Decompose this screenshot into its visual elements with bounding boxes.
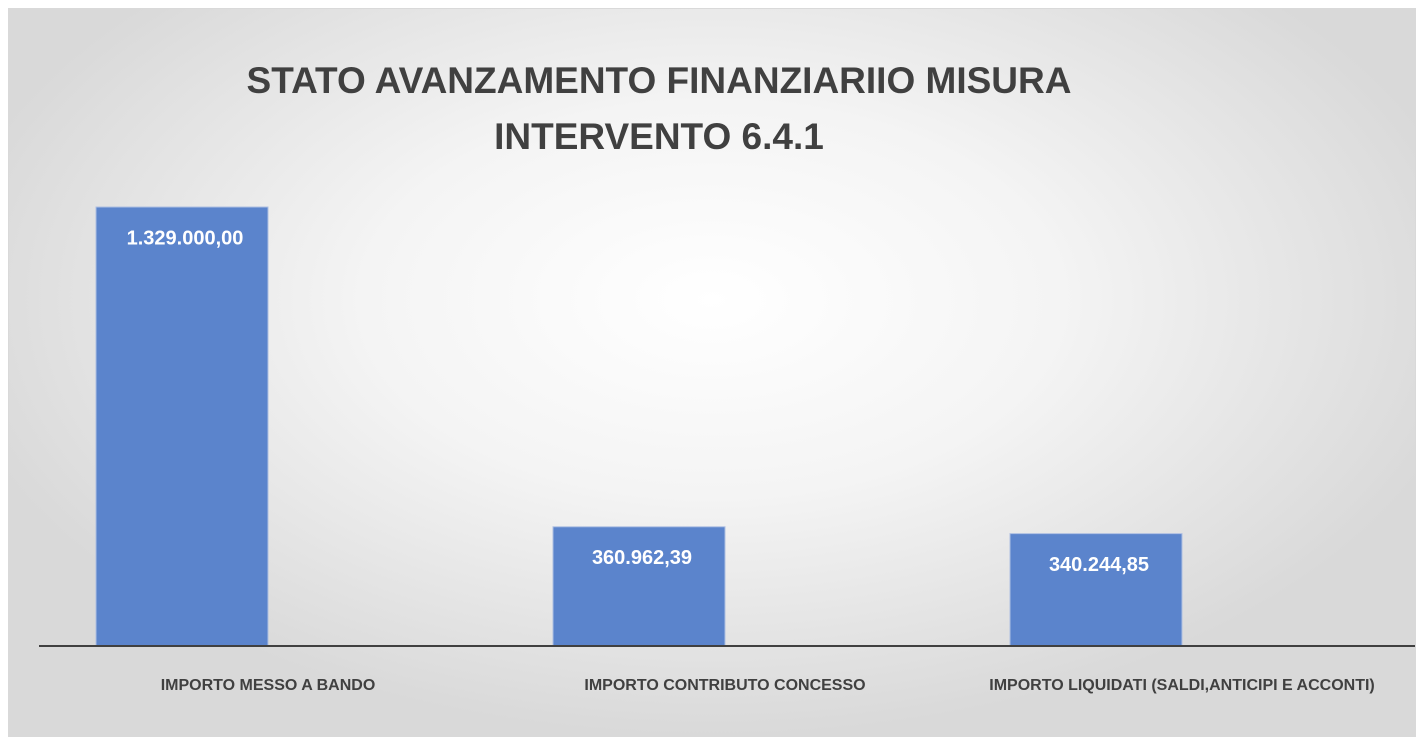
chart: 1.329.000,00 360.962,39 340.244,85 STATO A…: [8, 8, 1416, 737]
bar: [552, 526, 726, 647]
data-label: 1.329.000,00: [127, 227, 244, 249]
chart-title: STATO AVANZAMENTO FINANZIARIIO MISURA IN…: [246, 60, 1072, 157]
bar: [1009, 533, 1183, 647]
plot-area: 1.329.000,00 360.962,39 340.244,85: [39, 206, 1415, 647]
bar: [95, 206, 269, 647]
x-tick-label: IMPORTO CONTRIBUTO CONCESSO: [584, 677, 866, 694]
data-label: 340.244,85: [1049, 554, 1149, 576]
x-tick-label: IMPORTO MESSO A BANDO: [160, 677, 376, 694]
x-tick-label: IMPORTO LIQUIDATI (SALDI,ANTICIPI E ACCO…: [989, 677, 1375, 694]
data-label: 360.962,39: [592, 547, 692, 569]
